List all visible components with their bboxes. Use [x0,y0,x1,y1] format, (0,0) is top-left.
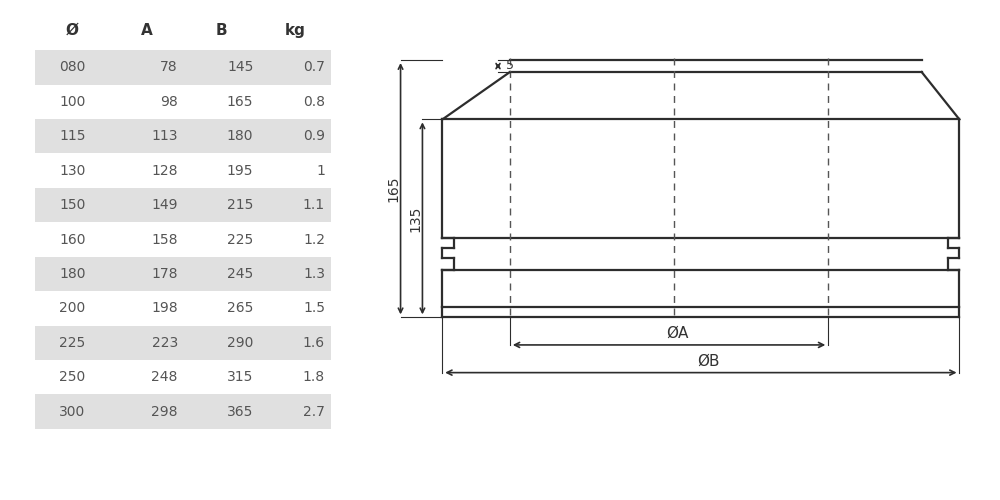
Text: 1.6: 1.6 [303,336,325,350]
Text: 100: 100 [59,95,86,109]
Bar [35,256,331,291]
Text: 198: 198 [151,302,178,316]
Text: 225: 225 [59,336,86,350]
Text: 5: 5 [506,58,514,71]
Text: 215: 215 [227,198,253,212]
Text: kg: kg [285,23,306,38]
Text: 0.9: 0.9 [303,130,325,143]
Text: 1.1: 1.1 [303,198,325,212]
Text: 225: 225 [227,232,253,246]
Text: Ø: Ø [66,23,79,38]
Text: 113: 113 [151,130,178,143]
Text: 178: 178 [151,267,178,281]
Text: 150: 150 [59,198,86,212]
Bar [35,50,331,84]
Text: ØB: ØB [698,354,720,368]
Bar [35,360,331,394]
Bar [35,326,331,360]
Text: 135: 135 [408,205,422,232]
Text: 298: 298 [151,404,178,418]
Text: 300: 300 [59,404,86,418]
Text: 1.5: 1.5 [303,302,325,316]
Text: 1.2: 1.2 [303,232,325,246]
Text: 158: 158 [151,232,178,246]
Text: 290: 290 [227,336,253,350]
Bar [35,394,331,429]
Text: ØA: ØA [666,326,688,341]
Text: 248: 248 [151,370,178,384]
Text: A: A [141,23,153,38]
Text: 130: 130 [59,164,86,177]
Text: 128: 128 [151,164,178,177]
Text: 165: 165 [227,95,253,109]
Text: 223: 223 [152,336,178,350]
Text: 149: 149 [151,198,178,212]
Text: 265: 265 [227,302,253,316]
Text: 0.8: 0.8 [303,95,325,109]
Text: 180: 180 [227,130,253,143]
Text: B: B [216,23,227,38]
Text: 195: 195 [227,164,253,177]
Text: 1.8: 1.8 [303,370,325,384]
Bar [35,154,331,188]
Text: 245: 245 [227,267,253,281]
Text: 115: 115 [59,130,86,143]
Text: 1.3: 1.3 [303,267,325,281]
Text: 160: 160 [59,232,86,246]
Text: 2.7: 2.7 [303,404,325,418]
Text: 1: 1 [316,164,325,177]
Text: 98: 98 [160,95,178,109]
Text: 250: 250 [59,370,86,384]
Bar [35,119,331,154]
Text: 315: 315 [227,370,253,384]
Text: 180: 180 [59,267,86,281]
Text: 145: 145 [227,60,253,74]
Bar [35,291,331,326]
Bar [35,222,331,256]
Text: 0.7: 0.7 [303,60,325,74]
Text: 200: 200 [59,302,86,316]
Text: 365: 365 [227,404,253,418]
Bar [35,84,331,119]
Text: 080: 080 [59,60,86,74]
Text: 78: 78 [160,60,178,74]
Text: 165: 165 [387,176,401,202]
Bar [35,188,331,222]
